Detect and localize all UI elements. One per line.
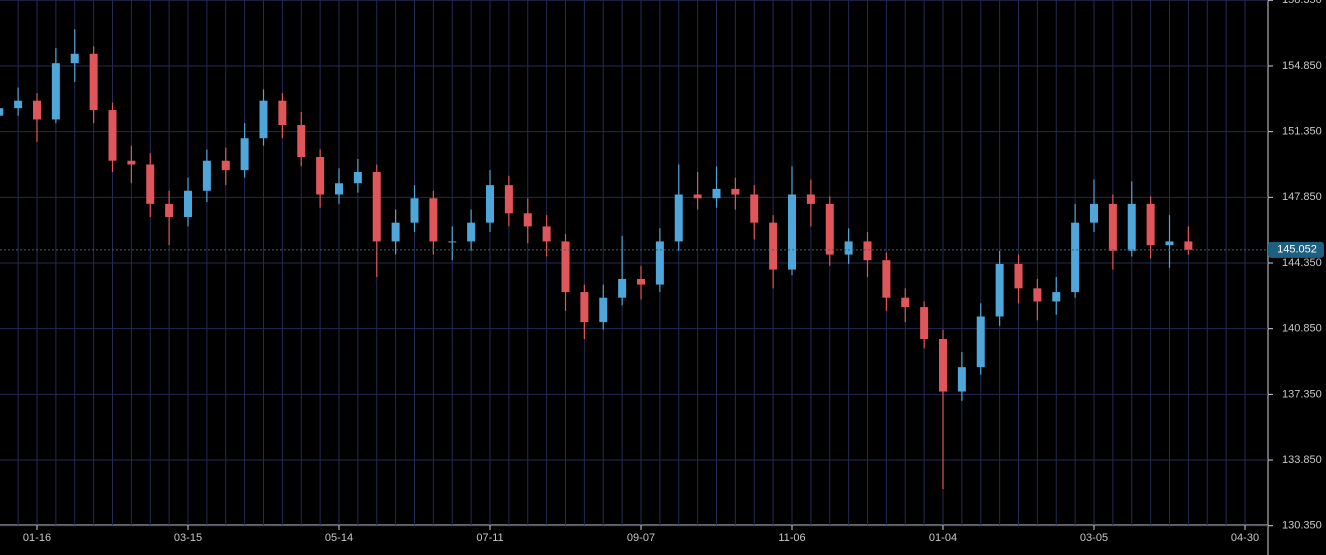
x-tick-label: 03-05 [1080, 532, 1108, 544]
candle-body [561, 241, 570, 293]
candle-body [184, 190, 192, 218]
candle-body [33, 100, 41, 120]
x-tick-label: 09-07 [627, 532, 655, 544]
candle-body [542, 226, 551, 242]
x-tick-label: 01-16 [23, 532, 51, 544]
candle-body [825, 203, 834, 255]
candle-body [731, 188, 740, 195]
candle-body [580, 292, 589, 323]
grid [0, 0, 1268, 527]
candle-body [882, 260, 891, 298]
candle-body [599, 297, 608, 323]
candle-body [127, 160, 136, 165]
candle-body [1127, 203, 1136, 251]
candle-body [523, 213, 532, 227]
candle-body [655, 241, 664, 285]
candle-body [0, 108, 4, 116]
y-tick-label: 151.350 [1282, 126, 1322, 138]
y-tick-label: 137.350 [1282, 388, 1322, 400]
candle-body [863, 241, 872, 261]
candle-body [618, 278, 627, 298]
candle-body [957, 367, 966, 392]
candle-body [146, 164, 155, 204]
candle-body [316, 156, 325, 195]
candle-body [410, 198, 419, 223]
candle-body [297, 125, 306, 157]
candle-body [353, 171, 362, 184]
candle-body [1165, 241, 1174, 246]
candle-body [221, 160, 230, 171]
candle-body [788, 194, 796, 270]
candle-body [1184, 241, 1193, 250]
candle-body [920, 307, 929, 339]
y-tick-label: 154.850 [1282, 60, 1322, 72]
last-price-tag [1268, 241, 1324, 258]
last-price-label: 145.052 [1277, 244, 1317, 256]
x-tick-label: 07-11 [476, 532, 503, 544]
x-tick-label: 04-30 [1231, 532, 1259, 544]
candle-body [1052, 292, 1061, 302]
candle-body [693, 194, 702, 199]
candle-body [1108, 203, 1117, 251]
y-tick-label: 147.850 [1282, 191, 1322, 203]
candle-body [259, 100, 268, 139]
candle-body [637, 278, 645, 285]
candle-body [14, 100, 23, 109]
candle-body [674, 194, 683, 242]
candle-body [202, 160, 211, 191]
y-tick-label: 133.850 [1282, 454, 1322, 466]
candle-body [1090, 203, 1098, 223]
candle-body [939, 338, 947, 392]
candle-body [448, 241, 457, 243]
candle-body [240, 138, 249, 171]
candle-body [51, 63, 60, 120]
candle-body [335, 183, 343, 195]
candle-body [995, 263, 1004, 317]
candle-body [278, 100, 287, 126]
candle-body [467, 222, 476, 242]
x-tick-label: 01-04 [929, 532, 957, 544]
candle-body [1014, 263, 1023, 289]
candle-body [844, 241, 853, 255]
candle-body [712, 188, 721, 199]
candle-body [372, 171, 381, 242]
candle-body [504, 185, 513, 214]
candle-body [1146, 203, 1155, 246]
candle-body [89, 53, 98, 111]
candle-body [391, 222, 400, 242]
candle-body [750, 194, 759, 223]
candle-body [976, 316, 985, 368]
candle-body [1071, 222, 1080, 293]
candle-body [1033, 288, 1042, 302]
x-tick-label: 05-14 [325, 532, 353, 544]
candle-body [429, 198, 438, 242]
candle-body [165, 203, 174, 218]
y-tick-label: 140.850 [1282, 323, 1322, 335]
y-tick-label: 130.350 [1282, 520, 1322, 532]
candle-body [806, 194, 815, 204]
candle-body [108, 110, 117, 161]
x-tick-label: 11-06 [778, 532, 805, 544]
y-tick-label: 158.350 [1282, 0, 1322, 6]
candle-body [70, 53, 79, 64]
y-tick-label: 144.350 [1282, 257, 1322, 269]
candle-body [486, 185, 494, 223]
candle-body [769, 222, 778, 270]
candle-body [901, 297, 910, 308]
x-tick-label: 03-15 [174, 532, 202, 544]
